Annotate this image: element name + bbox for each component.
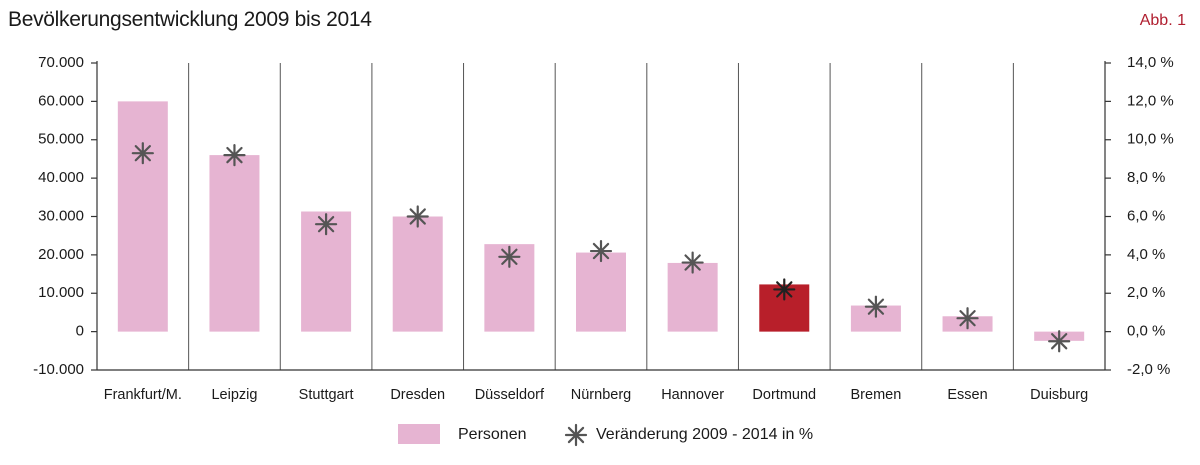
marker-0	[131, 142, 154, 165]
x-tick-label: Stuttgart	[299, 387, 354, 403]
y-right-tick-label: 12,0 %	[1127, 92, 1174, 109]
legend-label-bars: Personen	[458, 426, 527, 443]
marker-5	[589, 239, 613, 263]
x-tick-label: Dortmund	[752, 387, 816, 403]
x-tick-label: Bremen	[851, 387, 902, 403]
y-left-tick-label: 70.000	[38, 54, 84, 71]
y-left-tick-label: 50.000	[38, 131, 84, 148]
x-tick-label: Hannover	[661, 387, 724, 403]
marker-1	[223, 144, 246, 167]
legend-swatch-bars	[398, 424, 440, 444]
legend-swatch-markers	[564, 423, 588, 447]
y-left-tick-label: 60.000	[38, 92, 84, 109]
marker-2	[314, 213, 338, 236]
marker-9	[956, 307, 979, 330]
x-tick-label: Leipzig	[211, 387, 257, 403]
chart-title: Bevölkerungsentwicklung 2009 bis 2014	[8, 8, 372, 31]
x-tick-label: Frankfurt/M.	[104, 387, 182, 403]
x-tick-label: Dresden	[390, 387, 445, 403]
marker-10	[1048, 330, 1071, 353]
bar-3	[392, 216, 443, 332]
x-tick-label: Essen	[947, 387, 987, 403]
y-right-tick-label: 10,0 %	[1127, 131, 1174, 148]
x-tick-label: Duisburg	[1030, 387, 1088, 403]
marker-8	[864, 295, 888, 318]
figure-label: Abb. 1	[1139, 12, 1186, 29]
y-left-tick-label: 30.000	[38, 207, 84, 224]
y-right-tick-label: 6,0 %	[1127, 207, 1165, 224]
bar-1	[209, 155, 260, 332]
bar-6	[667, 262, 718, 332]
bar-5	[576, 252, 626, 332]
y-right-tick-label: 2,0 %	[1127, 284, 1165, 301]
y-right-tick-label: 8,0 %	[1127, 169, 1165, 186]
y-left-tick-label: 40.000	[38, 169, 84, 186]
marker-4	[498, 245, 521, 268]
y-right-tick-label: 0,0 %	[1127, 323, 1165, 340]
bar-0	[117, 101, 168, 332]
marker-7	[773, 278, 796, 301]
y-right-tick-label: 14,0 %	[1127, 54, 1174, 71]
y-left-tick-label: 0	[76, 323, 84, 340]
legend-label-markers: Veränderung 2009 - 2014 in %	[596, 426, 813, 443]
y-right-tick-label: -2,0 %	[1127, 361, 1170, 378]
y-right-tick-label: 4,0 %	[1127, 246, 1165, 263]
y-left-tick-label: 10.000	[38, 284, 84, 301]
marker-3	[406, 205, 429, 228]
y-left-tick-label: 20.000	[38, 246, 84, 263]
y-left-tick-label: -10.000	[33, 361, 84, 378]
marker-6	[681, 251, 704, 274]
x-tick-label: Nürnberg	[571, 387, 631, 403]
x-tick-label: Düsseldorf	[475, 387, 545, 403]
